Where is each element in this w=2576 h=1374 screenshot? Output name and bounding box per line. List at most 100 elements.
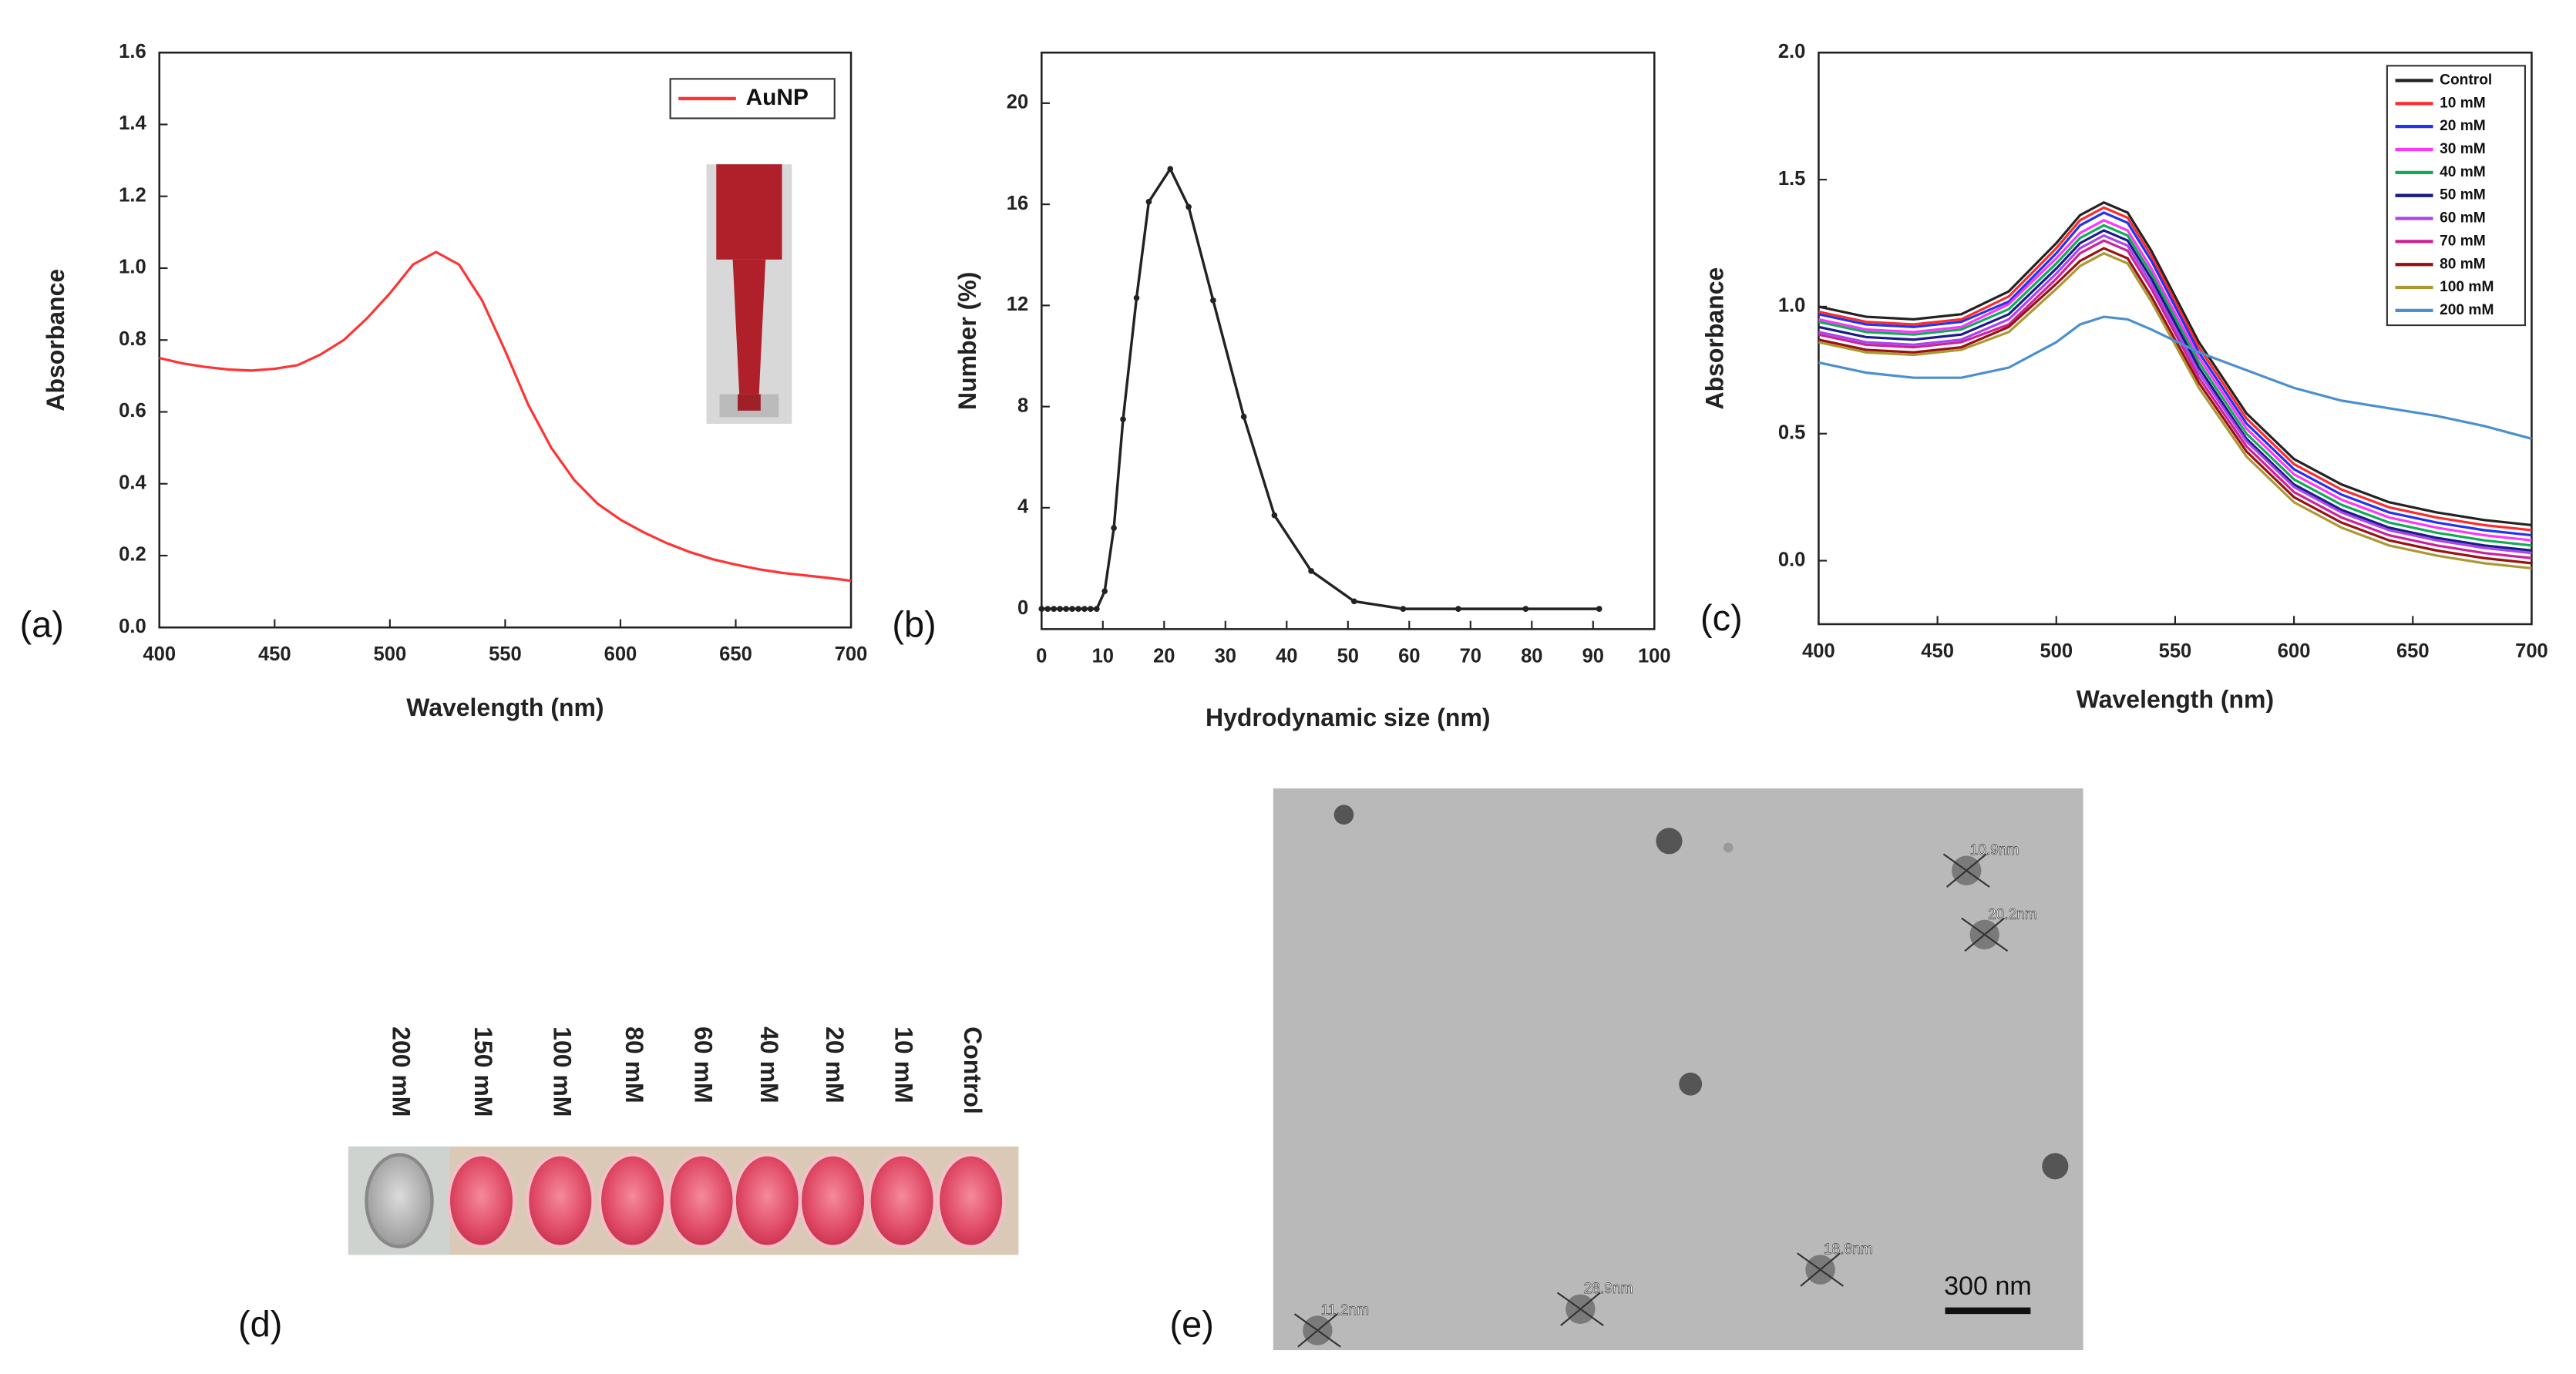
measure-line — [1560, 1292, 1601, 1326]
x-tick-label: 60 — [1398, 645, 1420, 667]
well — [732, 1153, 802, 1248]
data-point — [1075, 606, 1081, 612]
data-point — [1308, 568, 1314, 574]
y-tick-label: 1.6 — [119, 41, 146, 62]
well — [446, 1153, 516, 1248]
data-point — [1057, 606, 1063, 612]
data-point — [1400, 606, 1407, 612]
measurement-label: 28.9nm — [1584, 1281, 1633, 1297]
data-point — [1145, 199, 1152, 205]
y-tick-label: 12 — [1007, 294, 1028, 315]
y-tick-label: 0.0 — [119, 616, 146, 637]
y-tick-label: 4 — [1017, 496, 1029, 518]
x-tick-label: 650 — [2396, 640, 2430, 662]
well — [798, 1153, 868, 1248]
x-tick-label: 20 — [1153, 645, 1175, 667]
y-tick-label: 1.4 — [119, 113, 146, 134]
tem-image: 10.9nm 20.2nm 18.8nm 28.9nm 11.2nm 300 nm — [1273, 788, 2083, 1351]
panel-label: (c) — [1700, 598, 1743, 638]
legend-label: 10 mM — [2440, 95, 2486, 111]
x-axis-label: Hydrodynamic size (nm) — [1206, 704, 1491, 731]
legend-label: 30 mM — [2440, 141, 2486, 157]
panel-label: (b) — [892, 605, 936, 645]
x-axis-label: Wavelength (nm) — [406, 694, 604, 721]
measure-line — [1964, 917, 2005, 952]
y-tick-label: 0.6 — [119, 400, 146, 422]
y-tick-label: 20 — [1007, 92, 1028, 113]
x-tick-label: 90 — [1582, 645, 1604, 667]
data-point — [1240, 413, 1247, 420]
legend-label: 50 mM — [2440, 187, 2486, 203]
well-label: 150 mM — [469, 1026, 497, 1117]
y-tick-label: 1.5 — [1778, 168, 1806, 190]
data-point — [1094, 606, 1100, 612]
well-plate-photo — [348, 1146, 1019, 1255]
legend-label: AuNP — [746, 85, 809, 110]
data-line — [159, 250, 852, 583]
data-line — [1818, 211, 2532, 537]
data-point — [1185, 203, 1192, 210]
well-label: 80 mM — [620, 1026, 648, 1103]
x-tick-label: 100 — [1638, 645, 1671, 667]
legend-label: 70 mM — [2440, 233, 2486, 249]
data-point — [1167, 166, 1174, 173]
legend-label: 100 mM — [2440, 279, 2494, 295]
measurement-label: 18.8nm — [1824, 1241, 1873, 1258]
data-point — [1271, 512, 1278, 519]
y-tick-label: 0.2 — [119, 544, 146, 566]
scale-bar-label: 300 nm — [1944, 1272, 2032, 1301]
well — [365, 1153, 434, 1248]
data-line — [1818, 206, 2532, 532]
data-point — [1101, 588, 1108, 594]
well-label: 100 mM — [548, 1026, 576, 1117]
x-tick-label: 400 — [143, 643, 176, 665]
data-point — [1081, 606, 1088, 612]
x-tick-label: 40 — [1276, 645, 1297, 667]
y-tick-label: 0.5 — [1778, 422, 1806, 443]
legend-label: 200 mM — [2440, 302, 2494, 318]
legend-label: 80 mM — [2440, 256, 2486, 272]
x-tick-label: 50 — [1337, 645, 1359, 667]
measurement-label: 20.2nm — [1988, 906, 2037, 922]
data-line — [1818, 247, 2532, 565]
measurement-label: 10.9nm — [1970, 842, 2019, 858]
x-tick-label: 550 — [2159, 640, 2192, 662]
well-label: 20 mM — [821, 1026, 849, 1104]
y-tick-label: 2.0 — [1778, 41, 1806, 62]
y-tick-label: 8 — [1017, 395, 1028, 416]
data-line — [1818, 315, 2532, 440]
data-point — [1133, 294, 1140, 301]
measure-line — [1297, 1313, 1338, 1348]
data-point — [1088, 606, 1094, 612]
x-tick-label: 10 — [1092, 645, 1114, 667]
x-tick-label: 650 — [719, 643, 752, 665]
data-line — [1818, 229, 2532, 552]
data-line — [1818, 219, 2532, 542]
y-tick-label: 1.0 — [1778, 295, 1806, 317]
data-point — [1063, 606, 1069, 612]
plot-frame — [1041, 51, 1656, 630]
y-tick-label: 16 — [1007, 193, 1028, 214]
x-axis-label: Wavelength (nm) — [2077, 686, 2274, 714]
x-tick-label: 550 — [489, 643, 522, 665]
x-tick-label: 700 — [2515, 640, 2548, 662]
x-tick-label: 450 — [258, 643, 291, 665]
well-label: Control — [959, 1026, 987, 1114]
legend-label: Control — [2440, 72, 2492, 89]
y-axis-label: Absorbance — [42, 269, 69, 412]
legend-label: 20 mM — [2440, 118, 2486, 134]
data-point — [1596, 606, 1602, 612]
well — [526, 1153, 595, 1248]
x-tick-label: 700 — [835, 643, 868, 665]
data-point — [1044, 606, 1051, 612]
y-axis-label: Absorbance — [1701, 267, 1729, 410]
well — [936, 1153, 1006, 1248]
well — [597, 1153, 668, 1248]
well-label: 60 mM — [690, 1026, 718, 1103]
y-tick-label: 0 — [1017, 597, 1028, 619]
data-point — [1210, 297, 1216, 304]
well — [867, 1153, 937, 1248]
x-tick-label: 0 — [1036, 645, 1047, 667]
x-tick-label: 80 — [1521, 645, 1542, 667]
